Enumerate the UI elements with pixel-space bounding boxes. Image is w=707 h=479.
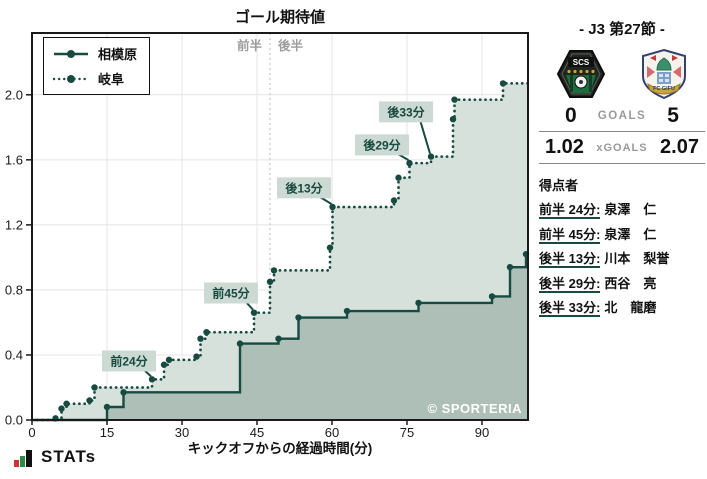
svg-text:0.8: 0.8 <box>5 282 23 297</box>
svg-text:前半: 前半 <box>237 38 263 53</box>
solid-line-sample-icon <box>54 49 88 58</box>
series-line-sagamihara <box>32 250 530 422</box>
scorer-row: 後半 29分: 西谷 亮 <box>539 272 705 297</box>
away-goals: 5 <box>667 104 679 127</box>
dotted-line-sample-icon <box>53 74 89 83</box>
svg-text:15: 15 <box>100 425 114 440</box>
svg-text:SCS: SCS <box>573 58 590 67</box>
svg-text:© SPORTERIA: © SPORTERIA <box>427 401 522 416</box>
scorer-name: 北 龍磨 <box>604 300 657 315</box>
svg-text:後半: 後半 <box>278 38 304 53</box>
scorer-row: 後半 33分: 北 龍磨 <box>539 296 705 321</box>
match-round-title: - J3 第27節 - <box>579 21 665 38</box>
scorer-row: 前半 45分: 泉澤 仁 <box>539 223 705 248</box>
half-labels: 前半 後半 <box>237 38 304 53</box>
chart-title: ゴール期待値 <box>234 9 325 26</box>
svg-text:後33分: 後33分 <box>387 104 424 119</box>
svg-text:後13分: 後13分 <box>285 180 322 195</box>
scorers-list: 前半 24分: 泉澤 仁前半 45分: 泉澤 仁後半 13分: 川本 梨誉 後半 29分… <box>539 198 705 321</box>
svg-text:前45分: 前45分 <box>212 286 249 301</box>
legend-item-gifu: 岐阜 <box>53 69 137 88</box>
axis-ticks: 0 15 30 45 60 75 90 0.0 0.4 0.8 1.2 1.6 2.0 <box>5 87 489 440</box>
svg-text:2.0: 2.0 <box>5 87 23 102</box>
scorer-time: 前半 45分: <box>539 226 601 244</box>
legend-label: 相模原 <box>98 47 138 62</box>
home-team-logo-sagamihara-icon: SCS <box>556 50 606 98</box>
svg-text:0.4: 0.4 <box>5 347 23 362</box>
home-goals: 0 <box>565 104 577 127</box>
scorer-name: 西谷 亮 <box>604 275 657 291</box>
x-axis-label: キックオフからの経過時間(分) <box>187 441 373 456</box>
brand-text: STATs <box>41 447 97 466</box>
goals-label: GOALS <box>597 110 647 122</box>
sporteria-watermark: © SPORTERIA <box>427 401 522 416</box>
series-line-gifu <box>30 80 530 422</box>
xg-areas <box>32 83 528 420</box>
scorer-name: 泉澤 仁 <box>604 202 657 217</box>
scorer-name: 泉澤 仁 <box>604 226 657 242</box>
stats-brand: STATs <box>13 447 96 467</box>
svg-text:後29分: 後29分 <box>363 137 400 152</box>
svg-text:FC GIFU: FC GIFU <box>653 86 675 92</box>
scorer-row: 後半 13分: 川本 梨誉 <box>539 247 705 272</box>
away-xgoals: 2.07 <box>660 136 699 158</box>
svg-text:前24分: 前24分 <box>110 353 147 368</box>
xgoals-row: 1.02 xGOALS 2.07 <box>539 132 705 164</box>
svg-text:30: 30 <box>175 425 189 440</box>
scorer-time: 後半 29分: <box>539 275 601 293</box>
event-annotations: 前24分 前45分 後13分 後29分 後33分 <box>102 101 433 378</box>
team-logos-row: SCS FC GIFU <box>539 48 705 100</box>
svg-text:75: 75 <box>400 425 414 440</box>
scorer-time: 後半 33分: <box>539 300 601 317</box>
legend-item-sagamihara: 相模原 <box>53 44 137 63</box>
legend-label: 岐阜 <box>98 72 125 87</box>
plot-border <box>31 32 529 421</box>
match-summary-panel: - J3 第27節 - SCS <box>539 18 705 321</box>
chart-legend: 相模原 岐阜 <box>43 37 151 95</box>
scorers-heading: 得点者 <box>539 178 579 193</box>
scorer-time: 後半 13分: <box>539 251 601 268</box>
scorer-row: 前半 24分: 泉澤 仁 <box>539 198 705 223</box>
svg-text:60: 60 <box>325 425 339 440</box>
goals-row: 0 GOALS 5 <box>539 102 705 132</box>
bar-chart-icon <box>14 450 32 467</box>
svg-text:1.6: 1.6 <box>5 152 23 167</box>
scorer-name: 川本 梨誉 <box>604 251 670 266</box>
svg-text:90: 90 <box>475 425 489 440</box>
svg-text:1.2: 1.2 <box>5 217 23 232</box>
away-team-logo-gifu-icon: FC GIFU <box>642 48 686 100</box>
svg-text:45: 45 <box>250 425 264 440</box>
scorer-time: 前半 24分: <box>539 202 601 219</box>
xgoals-label: xGOALS <box>596 141 648 154</box>
svg-text:0.0: 0.0 <box>5 413 23 428</box>
home-xgoals: 1.02 <box>545 136 584 158</box>
svg-text:0: 0 <box>28 425 35 440</box>
